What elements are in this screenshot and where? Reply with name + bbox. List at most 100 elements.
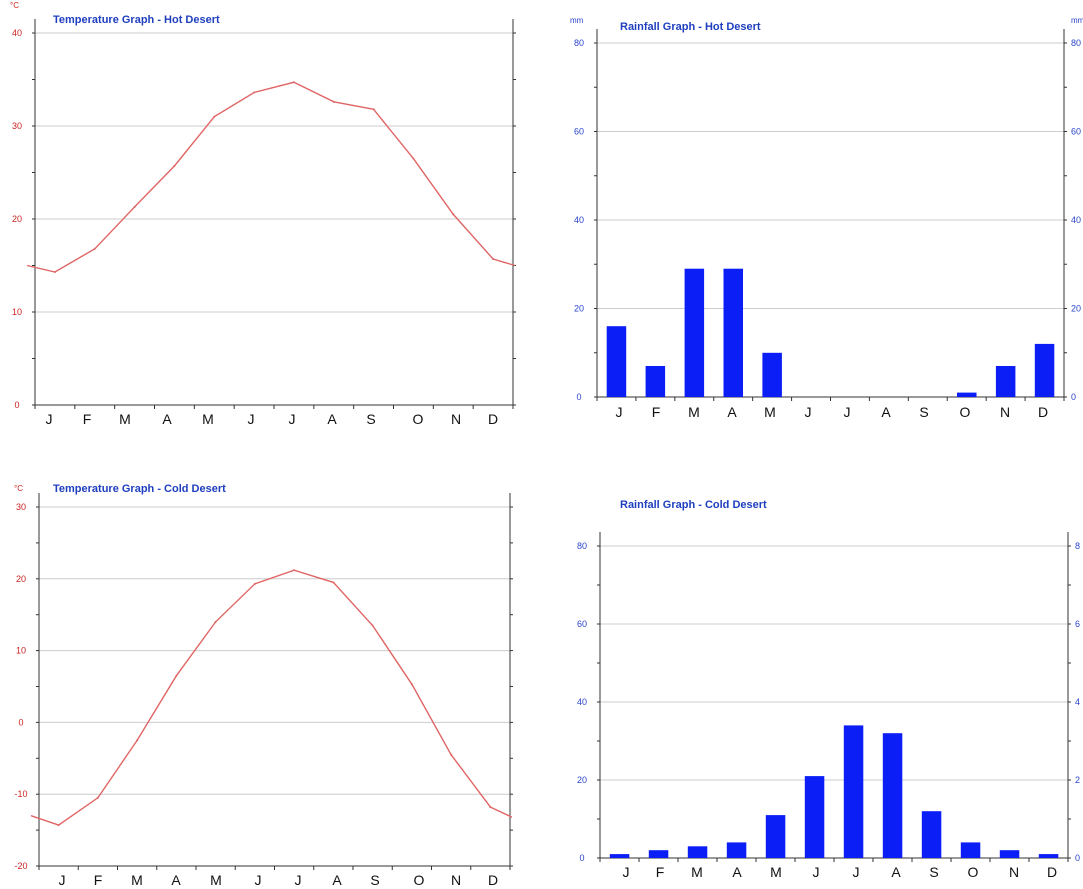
temperature-point — [214, 620, 217, 623]
rainfall-bar — [957, 392, 977, 397]
month-label: F — [83, 411, 92, 427]
month-label: J — [853, 864, 860, 880]
month-label: A — [727, 404, 737, 420]
temperature-point — [492, 257, 495, 260]
rainfall-bar — [762, 352, 782, 398]
month-label: O — [960, 404, 971, 420]
month-label: M — [691, 864, 703, 880]
month-label: A — [162, 411, 172, 427]
month-label: A — [891, 864, 901, 880]
temperature-point — [253, 582, 256, 585]
temperature-line — [26, 81, 516, 273]
hot-desert-rainfall-chart: Rainfall Graph - Hot Desert mm mm 0 0 20 20 40 4… — [570, 16, 1083, 420]
month-label: F — [652, 404, 661, 420]
month-label: J — [616, 404, 623, 420]
rainfall-bar — [648, 850, 669, 858]
temperature-point — [96, 796, 99, 799]
rainfall-bar — [609, 854, 630, 858]
temperature-point — [133, 205, 136, 208]
month-label: A — [881, 404, 891, 420]
month-label: J — [289, 411, 296, 427]
month-label: N — [1000, 404, 1010, 420]
rainfall-bar — [687, 846, 708, 858]
y-tick-label: -10 — [14, 789, 27, 799]
rainfall-bar — [765, 815, 786, 858]
temperature-point — [410, 683, 413, 686]
rainfall-bar — [726, 842, 747, 858]
month-label: A — [732, 864, 742, 880]
month-label: A — [171, 872, 181, 888]
y-tick-label: 10 — [12, 307, 22, 317]
month-label: D — [488, 872, 498, 888]
rainfall-bar — [882, 733, 903, 858]
rainfall-bar — [843, 725, 864, 858]
month-label: M — [764, 404, 776, 420]
temperature-point — [293, 569, 296, 572]
month-label: J — [623, 864, 630, 880]
y-tick-label: 0 — [576, 392, 581, 402]
y-tick-label: 40 — [12, 28, 22, 38]
hot-desert-temperature-chart: Temperature Graph - Hot Desert °C 0 10 20 30 4… — [10, 1, 516, 427]
temperature-point — [175, 674, 178, 677]
temperature-point — [371, 624, 374, 627]
rainfall-bar — [606, 326, 627, 397]
y-tick-label: 20 — [12, 214, 22, 224]
temperature-point — [57, 824, 60, 827]
month-label: J — [46, 411, 53, 427]
month-label: F — [656, 864, 665, 880]
y-axis-unit-label: mm — [570, 16, 584, 25]
temperature-point — [372, 108, 375, 111]
month-label: M — [688, 404, 700, 420]
y-tick-label: 80 — [574, 38, 584, 48]
chart-title: Temperature Graph - Hot Desert — [53, 14, 220, 26]
y-axis-unit-label: °C — [14, 484, 23, 493]
month-label: S — [919, 404, 928, 420]
right-y-tick-label: 40 — [1071, 215, 1081, 225]
temperature-point — [173, 164, 176, 167]
temperature-point — [452, 213, 455, 216]
right-y-tick-label: 60 — [1071, 127, 1081, 137]
month-label: N — [451, 411, 461, 427]
right-y-tick-label: 4 — [1075, 697, 1080, 707]
month-label: D — [1038, 404, 1048, 420]
month-label: J — [295, 872, 302, 888]
month-label: J — [805, 404, 812, 420]
right-y-tick-label: 8 — [1075, 541, 1080, 551]
temperature-point — [93, 247, 96, 250]
month-label: S — [370, 872, 379, 888]
month-label: J — [813, 864, 820, 880]
temperature-point — [53, 271, 56, 274]
y-tick-label: 0 — [579, 853, 584, 863]
month-label: F — [94, 872, 103, 888]
y-tick-label: 60 — [577, 619, 587, 629]
y-tick-label: 60 — [574, 127, 584, 137]
month-label: M — [210, 872, 222, 888]
cold-desert-rainfall-chart: Rainfall Graph - Cold Desert 0 0 20 2 40 4 60 6 8… — [577, 499, 1080, 880]
y-tick-label: 20 — [577, 775, 587, 785]
month-label: N — [451, 872, 461, 888]
chart-title: Rainfall Graph - Cold Desert — [620, 499, 767, 511]
y-tick-label: 80 — [577, 541, 587, 551]
month-label: A — [327, 411, 337, 427]
rainfall-bar — [684, 268, 705, 397]
right-y-tick-label: 0 — [1075, 853, 1080, 863]
rainfall-bar — [960, 842, 981, 858]
y-tick-label: 20 — [574, 304, 584, 314]
month-label: O — [413, 411, 424, 427]
temperature-point — [489, 806, 492, 809]
month-label: O — [414, 872, 425, 888]
month-label: J — [844, 404, 851, 420]
y-tick-label: 0 — [14, 400, 19, 410]
month-label: M — [202, 411, 214, 427]
month-label: A — [332, 872, 342, 888]
month-label: D — [1047, 864, 1057, 880]
rainfall-bar — [804, 776, 825, 858]
month-label: N — [1009, 864, 1019, 880]
month-label: M — [131, 872, 143, 888]
temperature-line — [30, 569, 513, 826]
right-y-tick-label: 80 — [1071, 38, 1081, 48]
y-tick-label: 10 — [16, 646, 26, 656]
rainfall-bar — [999, 850, 1020, 858]
right-y-tick-label: 20 — [1071, 304, 1081, 314]
rainfall-bar — [723, 268, 743, 397]
